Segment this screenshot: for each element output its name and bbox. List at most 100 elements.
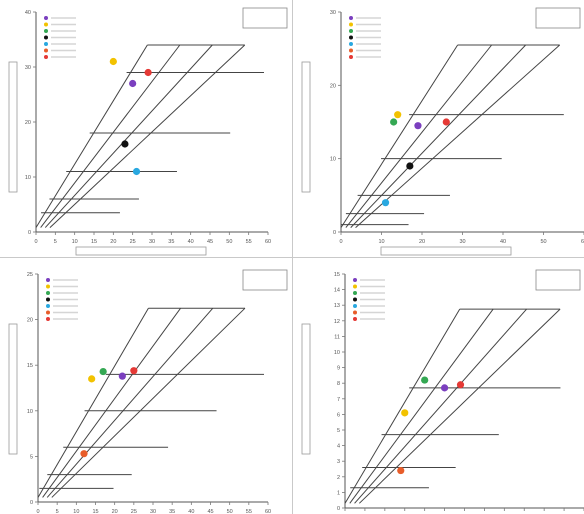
legend-swatch: [353, 317, 357, 321]
x-tick-label: 50: [226, 239, 232, 245]
y-tick-label: 8: [337, 381, 340, 387]
inset-box: [242, 7, 288, 29]
data-point: [381, 199, 390, 207]
x-tick-label: 35: [169, 509, 175, 514]
diagonal-line: [42, 307, 182, 498]
x-tick-label: 25: [130, 239, 136, 245]
y-tick-label: 1: [337, 490, 340, 496]
legend-swatch: [349, 42, 353, 46]
x-tick-label: 10: [378, 239, 384, 245]
y-tick-label: 6: [337, 412, 340, 418]
data-point: [440, 384, 449, 392]
inset-box: [242, 269, 288, 291]
y-tick-label: 20: [25, 120, 31, 126]
x-tick-label: 5: [54, 239, 57, 245]
x-tick-label: 60: [581, 239, 584, 245]
data-point: [144, 68, 152, 77]
x-tick-label: 60: [265, 239, 271, 245]
y-tick-label: 15: [334, 272, 340, 278]
y-tick-label: 20: [27, 318, 33, 324]
x-tick-label: 50: [227, 509, 233, 514]
y-tick-label: 3: [337, 459, 340, 465]
data-point: [414, 122, 422, 130]
data-point: [401, 409, 409, 417]
diagonal-line: [344, 308, 461, 504]
data-point: [118, 372, 126, 380]
legend-swatch: [349, 55, 353, 59]
diagonal-line: [46, 307, 214, 498]
legend-swatch: [46, 278, 50, 282]
x-tick-label: 30: [459, 239, 465, 245]
y-tick-label: 10: [27, 409, 33, 415]
x-tick-label: 30: [149, 239, 155, 245]
legend-swatch: [353, 297, 357, 302]
data-point: [406, 162, 414, 170]
y-tick-label: 0: [333, 230, 336, 236]
x-tick-label: 10: [73, 509, 79, 514]
legend-swatch: [349, 35, 353, 40]
legend-swatch: [44, 35, 48, 40]
legend-swatch: [44, 16, 48, 20]
x-tick-label: 0: [34, 239, 37, 245]
x-tick-label: 15: [92, 509, 98, 514]
y-axis-title-box: [8, 323, 18, 455]
data-point: [456, 381, 465, 389]
x-axis-title-box: [75, 246, 207, 256]
diagonal-line: [354, 308, 528, 504]
legend-swatch: [349, 48, 353, 53]
y-axis-title-box: [301, 61, 311, 193]
x-tick-label: 40: [188, 239, 194, 245]
y-tick-label: 10: [334, 350, 340, 356]
y-tick-label: 11: [334, 334, 340, 340]
y-tick-label: 0: [337, 506, 340, 512]
data-point: [421, 376, 429, 384]
legend-swatch: [349, 22, 353, 27]
inset-box: [535, 7, 581, 29]
y-tick-label: 0: [28, 230, 31, 236]
data-point: [109, 57, 117, 66]
diagonal-line: [35, 44, 148, 228]
x-tick-label: 25: [131, 509, 137, 514]
data-point: [129, 79, 137, 88]
x-tick-label: 35: [168, 239, 174, 245]
y-tick-label: 9: [337, 366, 340, 372]
data-point: [390, 118, 398, 126]
x-tick-label: 40: [188, 509, 194, 514]
data-point: [132, 167, 141, 176]
x-tick-label: 55: [246, 509, 252, 514]
y-tick-label: 5: [30, 454, 33, 460]
chart-panel-3: 0 5 10 15 20 25 30 35 40 45 50 55 60 0 5 10 15 20 25: [8, 269, 288, 514]
legend-swatch: [46, 291, 50, 295]
y-tick-label: 14: [334, 288, 340, 294]
y-tick-label: 0: [30, 500, 33, 506]
x-tick-label: 40: [500, 239, 506, 245]
y-tick-label: 4: [337, 444, 340, 450]
data-point: [394, 111, 402, 119]
diagonal-line: [349, 308, 494, 504]
y-tick-label: 25: [27, 272, 33, 278]
chart-panel-1: 0 5 10 15 20 25 30 35 40 45 50 55 60 0 10 20 30 40: [8, 7, 288, 256]
data-point: [99, 367, 107, 376]
y-tick-label: 7: [337, 397, 340, 403]
legend-swatch: [353, 304, 357, 308]
legend-swatch: [46, 304, 50, 308]
x-tick-label: 20: [112, 509, 118, 514]
legend-swatch: [44, 22, 48, 27]
diagonal-line: [355, 44, 561, 228]
diagonal-line: [44, 44, 213, 228]
legend-swatch: [46, 310, 50, 315]
x-tick-label: 0: [339, 239, 342, 245]
x-tick-label: 45: [207, 509, 213, 514]
y-tick-label: 30: [330, 10, 336, 16]
legend-swatch: [353, 291, 357, 295]
y-tick-label: 20: [330, 83, 336, 89]
legend-swatch: [44, 48, 48, 53]
diagonal-line: [51, 307, 246, 498]
y-tick-label: 40: [25, 10, 31, 16]
x-tick-label: 45: [207, 239, 213, 245]
legend-swatch: [44, 42, 48, 46]
y-tick-label: 10: [25, 175, 31, 181]
y-axis-title-box: [8, 61, 18, 193]
legend-swatch: [44, 29, 48, 33]
